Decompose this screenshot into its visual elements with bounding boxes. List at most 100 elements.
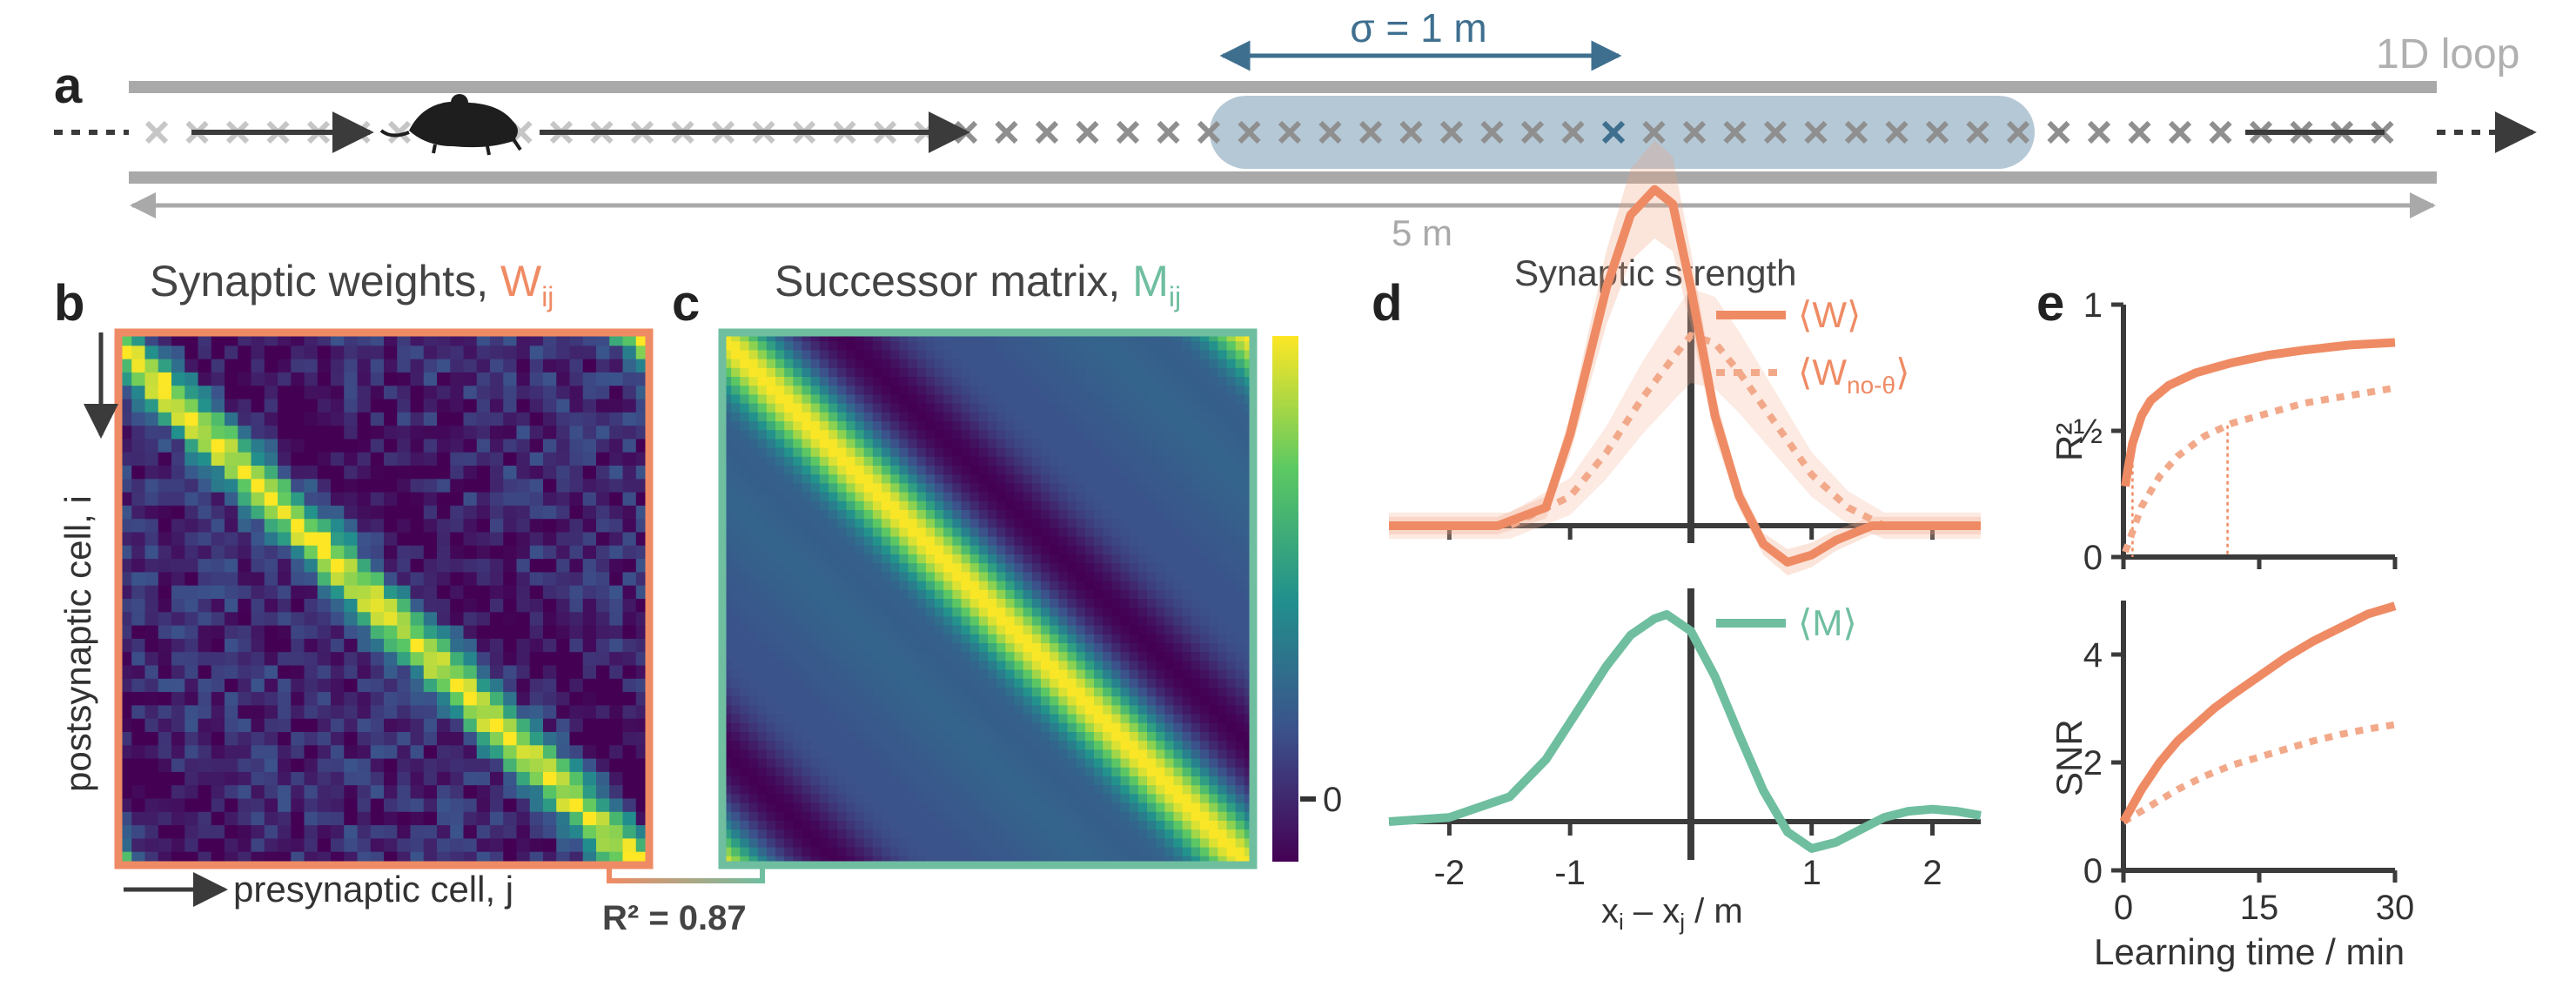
- successor-cell: [1200, 510, 1210, 520]
- weights-cell: [517, 679, 531, 693]
- weights-cell: [464, 639, 478, 653]
- weights-cell: [450, 572, 464, 586]
- successor-cell: [970, 359, 980, 369]
- successor-cell: [1191, 785, 1201, 795]
- successor-cell: [1200, 394, 1210, 404]
- successor-cell: [802, 501, 812, 511]
- successor-cell: [935, 626, 944, 635]
- successor-cell: [846, 715, 855, 724]
- successor-cell: [793, 501, 802, 511]
- successor-cell: [1068, 705, 1077, 715]
- successor-cell: [943, 776, 953, 786]
- weights-cell: [344, 439, 358, 453]
- weights-cell: [371, 745, 385, 759]
- weights-cell: [252, 400, 265, 413]
- successor-cell: [1147, 768, 1157, 777]
- successor-cell: [917, 519, 927, 528]
- successor-cell: [1227, 768, 1237, 777]
- weights-cell: [358, 838, 372, 852]
- weights-cell: [211, 586, 225, 600]
- weights-cell: [358, 666, 372, 680]
- weights-cell: [184, 652, 198, 666]
- successor-cell: [952, 688, 962, 697]
- successor-cell: [1015, 785, 1024, 795]
- successor-cell: [1077, 466, 1086, 475]
- successor-cell: [917, 679, 927, 688]
- successor-cell: [758, 759, 768, 769]
- successor-cell: [1050, 510, 1059, 520]
- successor-cell: [740, 563, 749, 573]
- successor-cell: [802, 474, 812, 484]
- successor-cell: [882, 448, 891, 458]
- successor-cell: [1156, 466, 1165, 475]
- successor-cell: [1147, 439, 1157, 448]
- successor-cell: [890, 572, 900, 581]
- successor-cell: [1200, 546, 1210, 555]
- successor-cell: [890, 430, 900, 440]
- successor-cell: [1218, 421, 1227, 431]
- successor-cell: [1236, 572, 1245, 581]
- weights-cell: [171, 506, 185, 520]
- successor-cell: [1111, 377, 1121, 386]
- weights-cell: [145, 745, 159, 759]
- successor-cell: [828, 519, 838, 528]
- successor-cell: [1130, 679, 1139, 688]
- weights-cell: [198, 652, 212, 666]
- successor-cell: [1227, 812, 1237, 822]
- successor-cell: [1023, 652, 1033, 661]
- successor-cell: [1236, 466, 1245, 475]
- weights-cell: [623, 692, 637, 706]
- successor-cell: [988, 439, 997, 448]
- successor-cell: [1050, 368, 1059, 378]
- successor-cell: [952, 759, 962, 769]
- successor-cell: [1121, 590, 1130, 600]
- successor-cell: [926, 732, 936, 742]
- successor-cell: [979, 608, 989, 617]
- successor-cell: [1164, 812, 1174, 822]
- successor-cell: [962, 581, 971, 591]
- sigma-label: σ = 1 m: [1350, 5, 1487, 50]
- successor-cell: [1085, 776, 1095, 786]
- successor-cell: [855, 386, 865, 395]
- weights-cell: [464, 679, 478, 693]
- successor-cell: [979, 661, 989, 670]
- successor-cell: [979, 723, 989, 733]
- successor-cell: [1130, 741, 1139, 750]
- weights-cell: [503, 493, 517, 507]
- successor-cell: [1164, 413, 1174, 422]
- successor-cell: [1227, 546, 1237, 555]
- successor-cell: [775, 626, 785, 635]
- successor-cell: [970, 493, 980, 502]
- weights-cell: [543, 785, 557, 799]
- weights-cell: [583, 559, 597, 573]
- weights-cell: [358, 346, 372, 359]
- successor-cell: [1068, 359, 1077, 369]
- successor-cell: [855, 466, 865, 475]
- weights-cell: [570, 426, 584, 440]
- weights-cell: [490, 453, 504, 467]
- weights-cell: [358, 559, 372, 573]
- successor-cell: [1015, 572, 1024, 581]
- weights-cell: [131, 546, 145, 560]
- successor-cell: [820, 590, 829, 600]
- successor-cell: [775, 537, 785, 547]
- successor-cell: [740, 741, 749, 750]
- successor-cell: [1183, 768, 1192, 777]
- successor-cell: [1023, 626, 1033, 635]
- weights-cell: [265, 705, 278, 719]
- successor-cell: [1032, 723, 1042, 733]
- successor-cell: [1085, 581, 1095, 591]
- successor-cell: [1191, 386, 1201, 395]
- successor-cell: [855, 741, 865, 750]
- weights-cell: [145, 493, 159, 507]
- successor-cell: [1085, 732, 1095, 742]
- weights-cell: [596, 626, 610, 640]
- successor-cell: [1121, 643, 1130, 653]
- weights-cell: [384, 559, 398, 573]
- successor-cell: [811, 616, 821, 626]
- weights-cell: [291, 745, 305, 759]
- successor-cell: [1227, 501, 1237, 511]
- successor-cell: [882, 394, 891, 404]
- weights-cell: [556, 533, 570, 547]
- successor-cell: [793, 404, 802, 413]
